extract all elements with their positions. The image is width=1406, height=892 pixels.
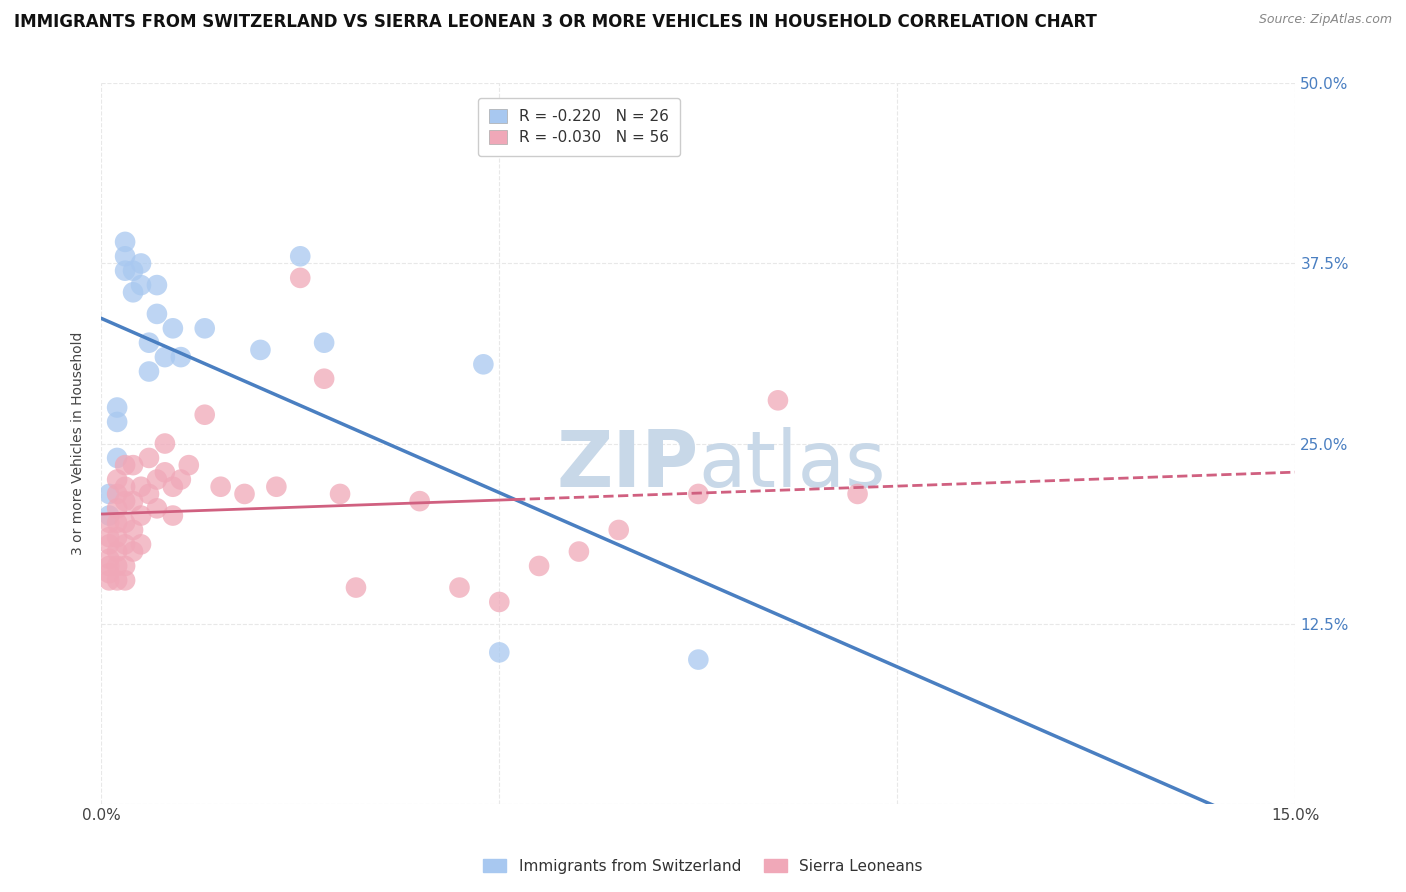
- Point: [98, 508, 121, 523]
- Point: [122, 263, 145, 277]
- Point: [98, 551, 121, 566]
- Text: IMMIGRANTS FROM SWITZERLAND VS SIERRA LEONEAN 3 OR MORE VEHICLES IN HOUSEHOLD CO: IMMIGRANTS FROM SWITZERLAND VS SIERRA LE…: [14, 13, 1097, 31]
- Point: [114, 263, 136, 277]
- Point: [146, 307, 169, 321]
- Text: atlas: atlas: [699, 427, 886, 503]
- Point: [98, 530, 121, 544]
- Point: [249, 343, 271, 357]
- Point: [846, 487, 869, 501]
- Point: [114, 537, 136, 551]
- Point: [449, 581, 471, 595]
- Legend: Immigrants from Switzerland, Sierra Leoneans: Immigrants from Switzerland, Sierra Leon…: [478, 853, 928, 880]
- Point: [122, 544, 145, 558]
- Legend: R = -0.220   N = 26, R = -0.030   N = 56: R = -0.220 N = 26, R = -0.030 N = 56: [478, 98, 681, 156]
- Point: [98, 574, 121, 588]
- Point: [194, 321, 217, 335]
- Point: [129, 508, 152, 523]
- Point: [105, 473, 128, 487]
- Point: [766, 393, 789, 408]
- Point: [114, 249, 136, 263]
- Point: [472, 357, 495, 371]
- Point: [568, 544, 591, 558]
- Point: [122, 285, 145, 300]
- Point: [162, 480, 184, 494]
- Point: [105, 530, 128, 544]
- Point: [114, 458, 136, 472]
- Point: [146, 473, 169, 487]
- Point: [114, 558, 136, 573]
- Point: [129, 537, 152, 551]
- Point: [129, 256, 152, 270]
- Point: [290, 249, 312, 263]
- Point: [105, 574, 128, 588]
- Point: [314, 372, 336, 386]
- Y-axis label: 3 or more Vehicles in Household: 3 or more Vehicles in Household: [72, 332, 86, 555]
- Point: [153, 436, 176, 450]
- Point: [488, 595, 510, 609]
- Point: [98, 487, 121, 501]
- Point: [105, 401, 128, 415]
- Point: [129, 278, 152, 293]
- Point: [170, 350, 193, 364]
- Point: [98, 566, 121, 581]
- Point: [105, 501, 128, 516]
- Point: [105, 487, 128, 501]
- Point: [105, 450, 128, 465]
- Point: [105, 544, 128, 558]
- Point: [114, 516, 136, 530]
- Point: [129, 480, 152, 494]
- Point: [138, 364, 160, 378]
- Point: [138, 335, 160, 350]
- Point: [98, 537, 121, 551]
- Point: [329, 487, 352, 501]
- Point: [98, 516, 121, 530]
- Text: Source: ZipAtlas.com: Source: ZipAtlas.com: [1258, 13, 1392, 27]
- Point: [122, 523, 145, 537]
- Point: [114, 574, 136, 588]
- Point: [688, 487, 710, 501]
- Point: [527, 558, 550, 573]
- Point: [114, 235, 136, 249]
- Point: [266, 480, 288, 494]
- Point: [344, 581, 367, 595]
- Point: [209, 480, 232, 494]
- Point: [153, 350, 176, 364]
- Point: [98, 558, 121, 573]
- Point: [138, 450, 160, 465]
- Point: [162, 508, 184, 523]
- Point: [138, 487, 160, 501]
- Point: [314, 335, 336, 350]
- Point: [688, 652, 710, 666]
- Point: [233, 487, 256, 501]
- Point: [607, 523, 630, 537]
- Point: [290, 271, 312, 285]
- Point: [194, 408, 217, 422]
- Point: [170, 473, 193, 487]
- Point: [122, 494, 145, 508]
- Point: [153, 466, 176, 480]
- Text: ZIP: ZIP: [557, 427, 699, 503]
- Point: [146, 501, 169, 516]
- Point: [146, 278, 169, 293]
- Point: [105, 558, 128, 573]
- Point: [408, 494, 430, 508]
- Point: [105, 516, 128, 530]
- Point: [488, 645, 510, 659]
- Point: [162, 321, 184, 335]
- Point: [114, 494, 136, 508]
- Point: [177, 458, 200, 472]
- Point: [105, 415, 128, 429]
- Point: [114, 480, 136, 494]
- Point: [122, 458, 145, 472]
